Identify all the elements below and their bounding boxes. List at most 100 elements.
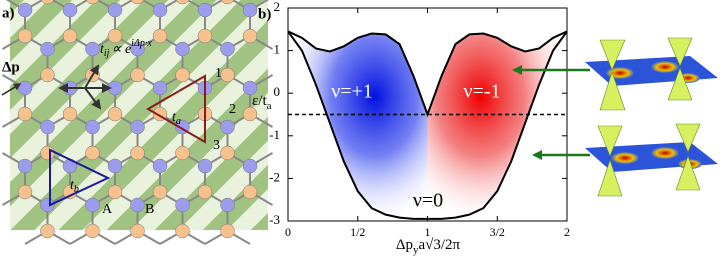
site bbox=[17, 158, 33, 174]
y-tick-label: 0 bbox=[274, 84, 281, 99]
site bbox=[107, 184, 123, 200]
x-tick-label: 1 bbox=[425, 225, 431, 239]
site bbox=[17, 2, 33, 18]
inset-surface bbox=[585, 37, 718, 111]
site bbox=[220, 119, 235, 135]
curve bbox=[287, 30, 568, 118]
panel-label: b) bbox=[258, 6, 271, 22]
cone bbox=[597, 125, 623, 157]
site bbox=[175, 0, 190, 5]
cone bbox=[667, 67, 693, 101]
blob bbox=[651, 147, 679, 159]
site bbox=[175, 145, 190, 161]
site bbox=[107, 106, 123, 122]
sub: y bbox=[413, 244, 419, 256]
site bbox=[17, 80, 33, 96]
t: t bbox=[100, 42, 105, 57]
cone bbox=[675, 155, 701, 191]
blob bbox=[651, 61, 679, 73]
site bbox=[242, 80, 258, 96]
site bbox=[220, 0, 235, 5]
delta-p: Δp bbox=[2, 59, 20, 75]
x-tick-label: 0 bbox=[285, 225, 291, 239]
y-tick-label: 1 bbox=[274, 42, 281, 57]
site bbox=[40, 197, 55, 213]
site bbox=[197, 158, 213, 174]
site bbox=[107, 158, 123, 174]
t: t bbox=[70, 178, 75, 193]
y-tick-label: -1 bbox=[269, 127, 280, 142]
annotation: ν=-1 bbox=[464, 81, 501, 103]
cone bbox=[667, 37, 693, 67]
site bbox=[40, 67, 55, 83]
site bbox=[40, 0, 55, 5]
sub: a bbox=[176, 116, 181, 127]
site bbox=[242, 2, 258, 18]
site-label: 3 bbox=[213, 138, 220, 153]
sup: iΔp·x bbox=[131, 38, 152, 49]
main: Δp bbox=[396, 237, 413, 253]
rest: a√3/2π bbox=[419, 237, 461, 253]
regions bbox=[288, 31, 567, 219]
site bbox=[85, 41, 100, 57]
site bbox=[17, 184, 33, 200]
x-tick-label: 2 bbox=[564, 225, 570, 239]
site bbox=[152, 80, 168, 96]
site bbox=[107, 28, 123, 44]
blob bbox=[611, 152, 639, 164]
t: t bbox=[172, 110, 177, 125]
tb-label: tb bbox=[70, 178, 79, 195]
site bbox=[242, 106, 258, 122]
chart: b) ε/ta Δpya√3/2π ν=+1 ν=-1 ν=0 -3 -2 -1 0 1… bbox=[252, 0, 570, 256]
site bbox=[85, 197, 100, 213]
site bbox=[40, 119, 55, 135]
y-tick-label: -3 bbox=[269, 212, 280, 227]
region-fill bbox=[288, 31, 428, 219]
site bbox=[197, 28, 213, 44]
main: ε/t bbox=[252, 93, 267, 109]
site bbox=[242, 158, 258, 174]
site bbox=[220, 223, 235, 239]
sub: b bbox=[74, 184, 79, 195]
triangle-b bbox=[49, 148, 111, 207]
site bbox=[220, 41, 235, 57]
hopping-label: tij ∝ eiΔp·x bbox=[100, 38, 152, 59]
site bbox=[85, 119, 100, 135]
site bbox=[220, 197, 235, 213]
site bbox=[62, 106, 78, 122]
site bbox=[220, 145, 235, 161]
x-tick-label: 1/2 bbox=[350, 225, 365, 239]
sublattice-label: B bbox=[145, 202, 154, 217]
site bbox=[152, 158, 168, 174]
site bbox=[152, 184, 168, 200]
sublattice-label: A bbox=[102, 202, 113, 217]
site bbox=[85, 0, 100, 5]
inset-surface bbox=[585, 123, 718, 197]
ta-label: ta bbox=[172, 110, 181, 127]
site bbox=[152, 28, 168, 44]
y-axis-label: ε/ta bbox=[252, 93, 272, 111]
site bbox=[197, 184, 213, 200]
site bbox=[17, 28, 33, 44]
site-label: 2 bbox=[229, 102, 236, 117]
site bbox=[130, 41, 145, 57]
field-background bbox=[10, 0, 268, 230]
site bbox=[130, 67, 145, 83]
cone bbox=[675, 123, 701, 153]
dp-arrow bbox=[1, 83, 22, 96]
site bbox=[175, 223, 190, 239]
site bbox=[242, 28, 258, 44]
sub: a bbox=[267, 100, 272, 112]
site bbox=[40, 223, 55, 239]
y-tick-label: -2 bbox=[269, 169, 280, 184]
annotation: ν=+1 bbox=[331, 81, 373, 103]
site bbox=[242, 184, 258, 200]
sub: ij bbox=[104, 48, 110, 59]
region-fill bbox=[427, 31, 567, 219]
panel-label: a) bbox=[2, 5, 15, 21]
site bbox=[17, 106, 33, 122]
site bbox=[130, 197, 145, 213]
cone bbox=[599, 39, 626, 71]
site bbox=[197, 2, 213, 18]
